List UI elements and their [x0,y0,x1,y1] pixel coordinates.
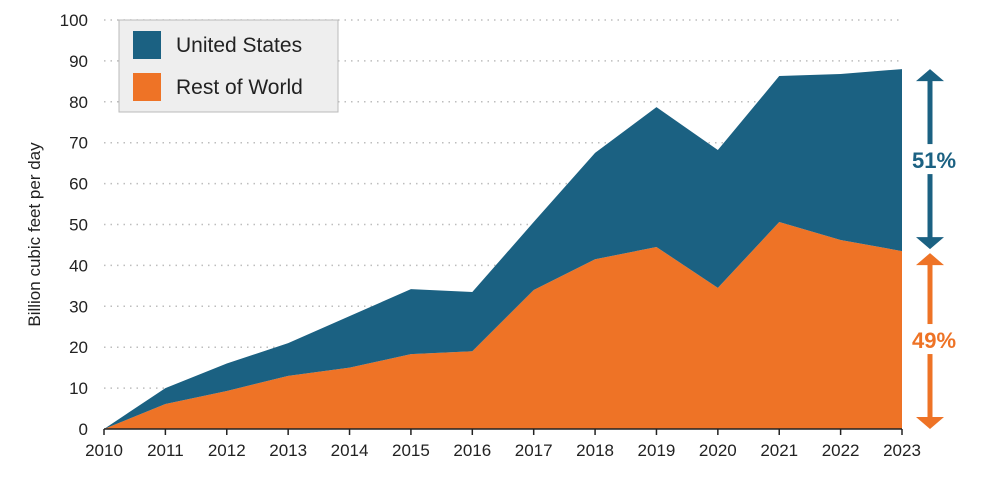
y-tick-label: 60 [69,175,88,194]
x-tick-label: 2018 [576,441,614,460]
y-tick-label: 70 [69,134,88,153]
x-tick-label: 2021 [760,441,798,460]
y-tick-label: 80 [69,93,88,112]
legend-label: United States [176,34,302,57]
row-share-arrow-head-up [916,253,944,266]
x-tick-label: 2015 [392,441,430,460]
x-tick-label: 2020 [699,441,737,460]
y-tick-label: 40 [69,256,88,275]
y-axis-label: Billion cubic feet per day [25,142,44,327]
us-share-arrow-head-up [916,69,944,82]
label-bg [905,324,963,355]
y-tick-label: 0 [79,420,88,439]
area-rest-of-world [104,222,902,429]
x-tick-label: 2013 [269,441,307,460]
y-tick-label: 100 [60,11,88,30]
x-tick-label: 2016 [453,441,491,460]
legend-swatch [133,73,161,101]
y-tick-label: 30 [69,297,88,316]
legend-swatch [133,31,161,59]
row-share-arrow-head-down [916,417,944,429]
y-tick-label: 10 [69,379,88,398]
y-tick-label: 90 [69,52,88,71]
y-tick-label: 20 [69,338,88,357]
x-tick-label: 2022 [822,441,860,460]
label-bg [905,144,963,175]
row-share-label: 49% [912,328,956,353]
x-tick-label: 2017 [515,441,553,460]
x-tick-label: 2014 [331,441,369,460]
legend-label: Rest of World [176,76,303,99]
x-tick-label: 2010 [85,441,123,460]
x-tick-label: 2011 [147,441,184,460]
x-tick-label: 2023 [883,441,921,460]
x-tick-label: 2012 [208,441,246,460]
x-tick-label: 2019 [638,441,676,460]
us-share-arrow-head-down [916,237,944,250]
area-united-states [104,69,902,429]
y-tick-label: 50 [69,216,88,235]
us-share-label: 51% [912,148,956,173]
